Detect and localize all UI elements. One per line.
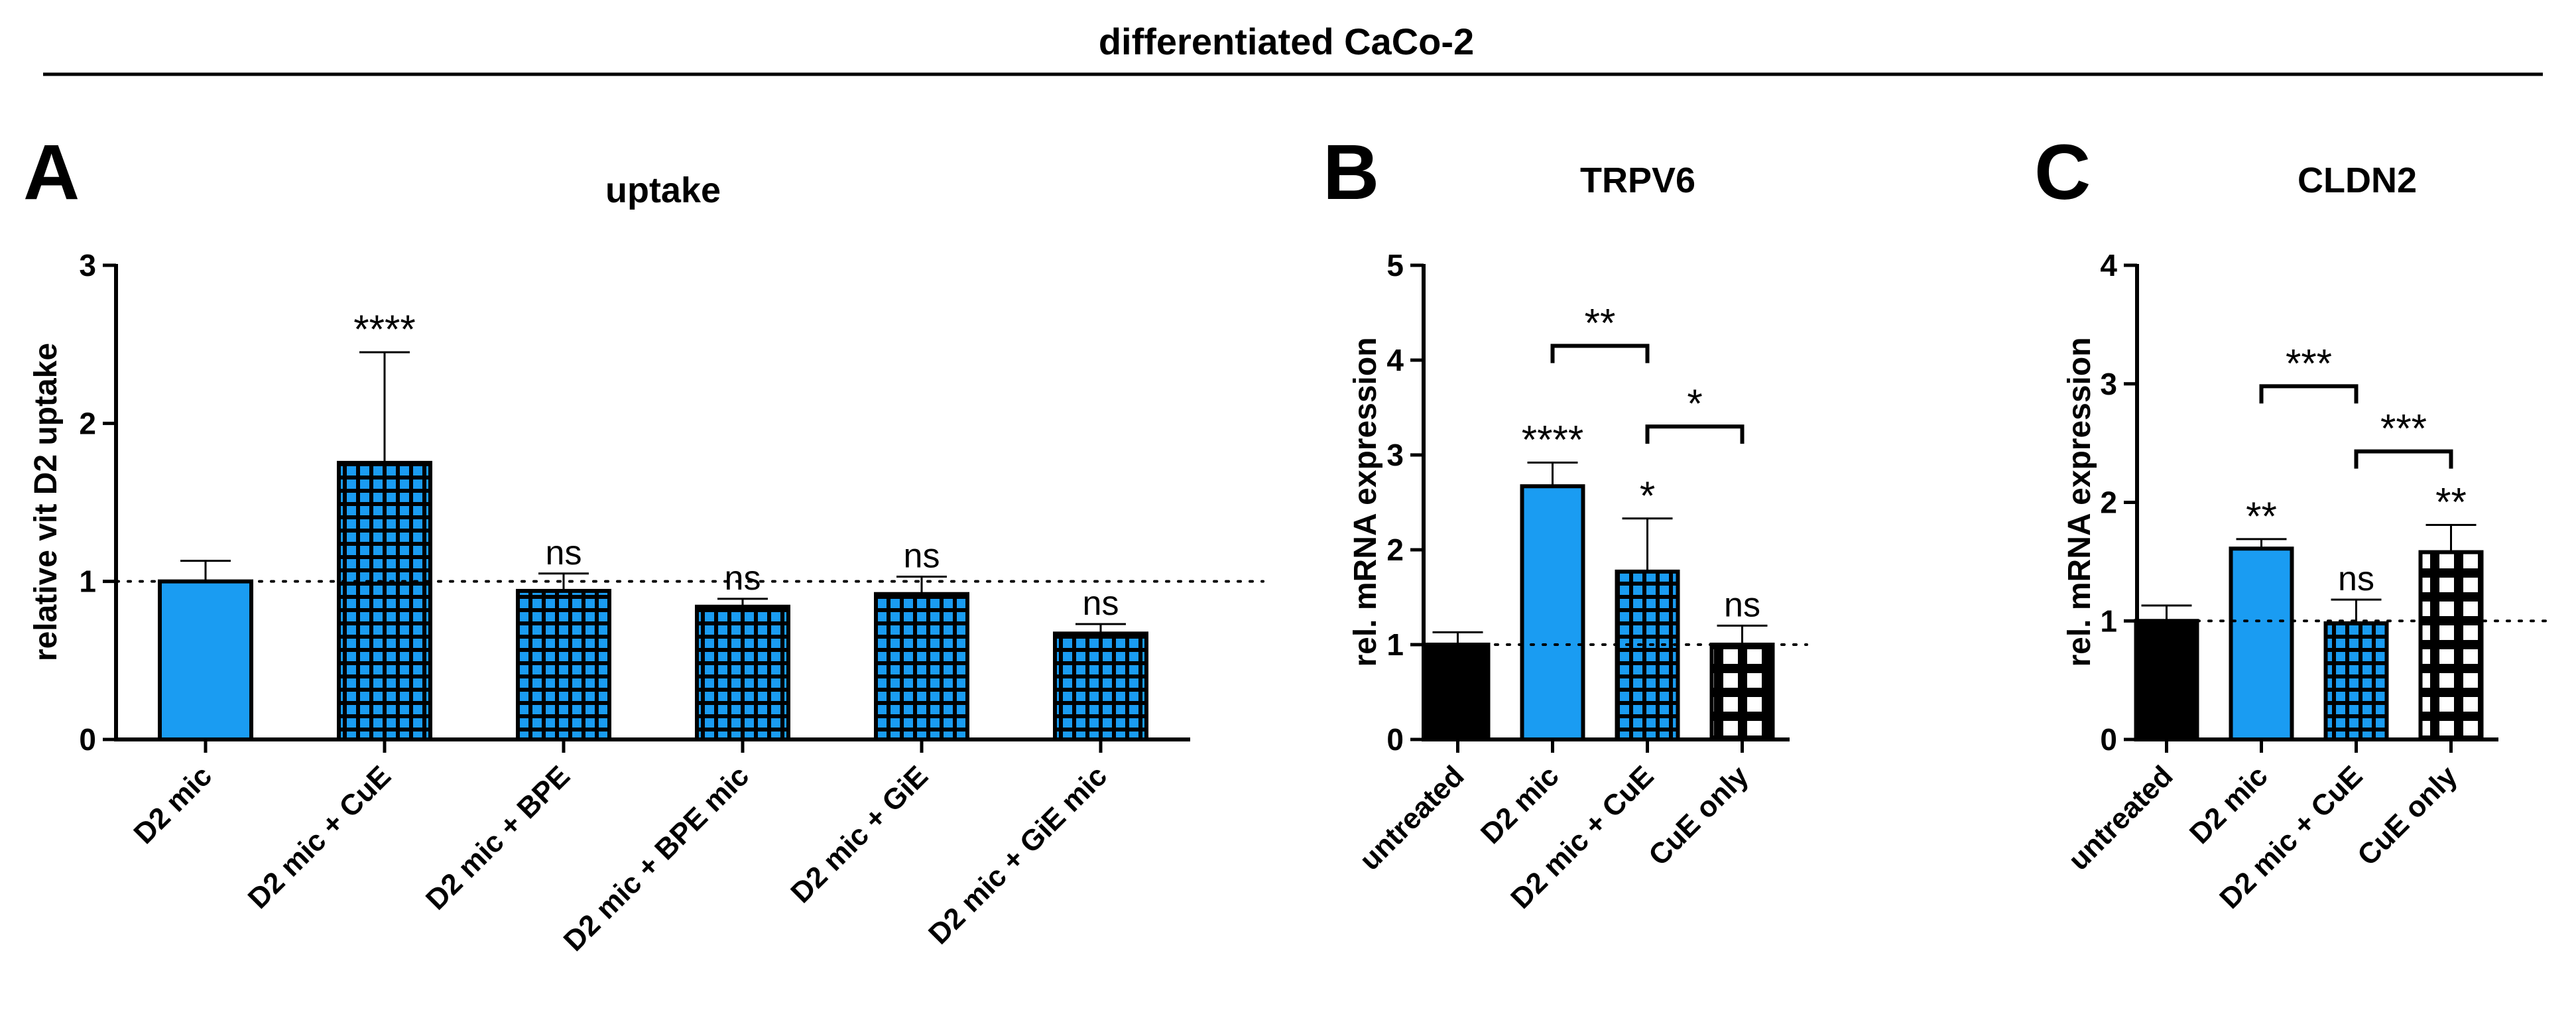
bar: [158, 579, 253, 742]
x-tick-label: D2 mic: [127, 759, 218, 850]
panel-letter: B: [1323, 129, 1379, 216]
panel-b: B TRPV6 rel. mRNA expression 0 1 2 3 4 5 untreate…: [1323, 129, 1808, 915]
panel-title: TRPV6: [1580, 160, 1695, 200]
comparison-label: **: [1585, 301, 1616, 346]
bar: [2229, 546, 2294, 742]
comparison-label: ***: [2380, 407, 2427, 451]
y-tick-label: 1: [1386, 627, 1404, 662]
bar: [1615, 569, 1680, 742]
x-tick-label: CuE only: [1642, 759, 1755, 872]
panel-letter: A: [23, 129, 80, 216]
significance-label: **: [2246, 494, 2277, 539]
comparison-bracket: [2354, 449, 2453, 469]
significance-label: ns: [904, 537, 940, 576]
comparison-bracket: [1645, 424, 1745, 444]
significance-label: ns: [1083, 584, 1119, 623]
x-tick-label: D2 mic + BPE: [420, 759, 576, 916]
x-tick-label: D2 mic + GiE: [784, 759, 934, 909]
y-tick-label: 0: [79, 722, 96, 757]
comparison-label: ***: [2286, 341, 2332, 385]
significance-label: ns: [2338, 560, 2374, 598]
x-tick-label: D2 mic + GiE mic: [922, 759, 1113, 950]
x-tick-label: untreated: [2062, 759, 2179, 876]
y-axis-label: rel. mRNA expression: [1348, 337, 1383, 667]
significance-label: ns: [1724, 586, 1760, 624]
y-tick-label: 2: [1386, 533, 1404, 567]
figure-title: differentiated CaCo-2: [1099, 21, 1474, 62]
panel-c: C CLDN2 rel. mRNA expression 0 1 2 3 4 untreated…: [2034, 129, 2554, 915]
significance-label: ns: [546, 534, 582, 572]
y-tick-label: 0: [2100, 722, 2117, 757]
y-tick-label: 3: [1386, 438, 1404, 472]
bar: [1053, 631, 1148, 741]
bar: [337, 460, 432, 742]
y-axis-label: rel. mRNA expression: [2062, 337, 2097, 667]
comparison-bracket: [1550, 344, 1650, 363]
x-tick-label: CuE only: [2351, 759, 2464, 872]
bar: [695, 604, 790, 741]
comparison-bracket: [2259, 384, 2359, 404]
bar: [2323, 621, 2389, 742]
y-tick-label: 3: [2100, 367, 2117, 401]
bar: [874, 592, 969, 741]
y-tick-label: 2: [2100, 485, 2117, 520]
x-tick-label: D2 mic: [2183, 759, 2274, 850]
x-tick-label: untreated: [1353, 759, 1470, 876]
y-tick-label: 2: [79, 406, 96, 440]
bar: [2418, 550, 2484, 741]
y-tick-label: 0: [1386, 722, 1404, 757]
bar: [516, 588, 611, 742]
x-tick-label: D2 mic: [1475, 759, 1565, 850]
bar: [1425, 643, 1491, 741]
y-tick-label: 3: [79, 248, 96, 283]
panel-title: uptake: [605, 170, 721, 210]
significance-label: ****: [353, 307, 415, 351]
panel-letter: C: [2034, 129, 2091, 216]
y-tick-label: 1: [2100, 604, 2117, 638]
y-tick-label: 4: [1386, 343, 1404, 377]
y-tick-label: 4: [2100, 248, 2117, 283]
y-tick-label: 1: [79, 564, 96, 599]
x-tick-label: D2 mic + BPE mic: [558, 759, 755, 957]
significance-label: *: [1640, 474, 1655, 518]
comparison-label: *: [1687, 381, 1702, 426]
bar: [1709, 643, 1775, 741]
y-tick-label: 5: [1386, 248, 1404, 283]
bar: [2134, 619, 2199, 741]
bar: [1520, 484, 1585, 741]
significance-label: **: [2435, 479, 2467, 524]
panel-title: CLDN2: [2298, 160, 2417, 200]
significance-label: ns: [725, 559, 761, 598]
x-tick-label: D2 mic + CuE: [242, 759, 397, 915]
y-axis-label: relative vit D2 uptake: [29, 343, 64, 661]
significance-label: ****: [1522, 417, 1583, 462]
